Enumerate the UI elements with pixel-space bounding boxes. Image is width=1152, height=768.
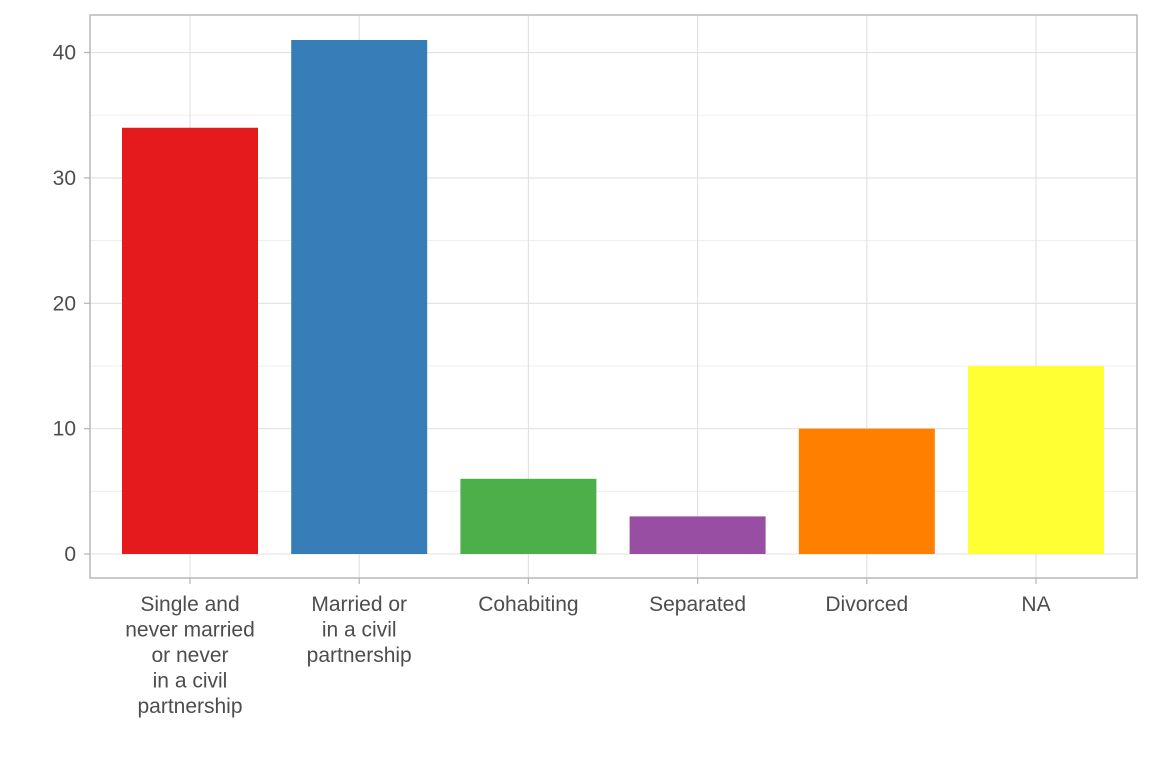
x-tick-label: Divorced bbox=[825, 593, 908, 616]
bar bbox=[291, 40, 428, 554]
y-tick-label: 30 bbox=[53, 167, 76, 190]
y-tick-label: 0 bbox=[64, 543, 76, 566]
x-tick-label-line: never married bbox=[125, 619, 255, 642]
panel-border bbox=[89, 14, 1138, 579]
x-tick-label-line: Single and bbox=[140, 593, 239, 616]
x-tick-label-line: partnership bbox=[307, 644, 412, 667]
x-axis: Single and never married or never in a civi… bbox=[125, 578, 1051, 718]
y-axis: 0 10 20 30 40 bbox=[53, 42, 90, 566]
x-tick-label-line: Separated bbox=[649, 593, 746, 616]
x-tick-label-line: in a civil bbox=[322, 619, 397, 642]
x-tick-label-line: or never bbox=[151, 644, 228, 667]
x-tick-label-line: Married or bbox=[311, 593, 407, 616]
x-tick-label-line: partnership bbox=[137, 695, 242, 718]
y-tick-label: 20 bbox=[53, 292, 76, 315]
x-tick-label: Married or in a civil partnership bbox=[307, 593, 412, 667]
bar bbox=[968, 365, 1104, 554]
bar bbox=[629, 516, 766, 554]
x-tick-label-line: Divorced bbox=[825, 593, 908, 616]
x-tick-label: Separated bbox=[649, 593, 746, 616]
bars bbox=[122, 40, 1104, 554]
x-tick-label: NA bbox=[1021, 593, 1050, 616]
bar bbox=[460, 478, 597, 554]
y-tick-label: 40 bbox=[53, 42, 76, 65]
bar bbox=[798, 428, 935, 554]
x-tick-label-line: Cohabiting bbox=[478, 593, 578, 616]
x-tick-label-line: NA bbox=[1021, 593, 1050, 616]
bar bbox=[122, 127, 258, 554]
x-tick-label-line: in a civil bbox=[153, 670, 228, 693]
y-tick-label: 10 bbox=[53, 418, 76, 441]
x-tick-label: Single and never married or never in a civi… bbox=[125, 593, 255, 718]
x-tick-label: Cohabiting bbox=[478, 593, 578, 616]
